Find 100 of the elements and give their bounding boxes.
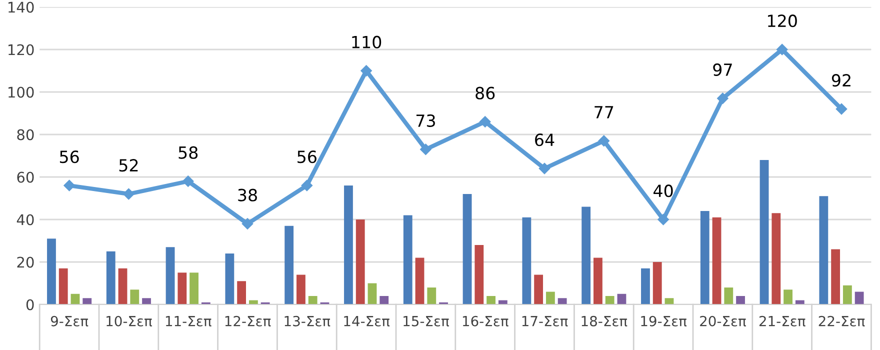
y-tick-label: 20: [17, 256, 34, 268]
point: [658, 214, 669, 226]
x-tick-label: 9-Σεπ: [50, 316, 88, 326]
data-label: 110: [352, 36, 382, 48]
data-label: 77: [594, 106, 614, 118]
x-tick-label: 10-Σεπ: [106, 316, 152, 326]
data-label: 73: [416, 114, 435, 128]
data-label: 40: [654, 184, 673, 198]
point: [836, 103, 848, 115]
x-tick-label: 13-Σεπ: [284, 316, 330, 326]
bar: [641, 268, 650, 304]
bar: [582, 206, 591, 304]
bar: [248, 300, 258, 304]
bar: [617, 294, 626, 304]
bar: [522, 217, 532, 304]
point: [242, 218, 254, 230]
data-label: 92: [832, 74, 850, 87]
y-tick-label: 100: [8, 86, 34, 98]
bar: [712, 217, 722, 304]
bar: [225, 254, 234, 304]
bar: [534, 274, 544, 304]
bar: [605, 296, 614, 304]
bar: [558, 298, 567, 304]
bar: [380, 296, 389, 304]
point: [538, 162, 550, 174]
bar: [819, 196, 828, 304]
x-tick-label: 14-Σεπ: [344, 316, 390, 326]
x-tick-label: 19-Σεπ: [641, 316, 687, 326]
bar: [427, 288, 436, 304]
data-label: 97: [713, 63, 732, 76]
data-label: 64: [535, 134, 554, 146]
bar: [82, 298, 92, 304]
bar: [403, 215, 412, 304]
point: [776, 44, 788, 56]
bar: [795, 300, 804, 304]
x-tick-label: 18-Σεπ: [582, 316, 628, 326]
bar: [296, 274, 306, 304]
data-label: 58: [178, 146, 198, 159]
y-tick-label: 40: [16, 214, 34, 226]
y-tick-label: 0: [26, 299, 34, 310]
bar: [356, 220, 365, 304]
bar: [415, 258, 424, 304]
data-label: 38: [238, 188, 257, 202]
point: [182, 176, 194, 187]
point: [123, 188, 134, 200]
bar: [784, 290, 792, 304]
x-tick-label: 15-Σεπ: [404, 316, 449, 326]
bar: [344, 186, 353, 304]
data-label: 56: [298, 150, 316, 164]
y-tick-label: 120: [8, 44, 34, 56]
bar: [724, 288, 734, 304]
bar: [736, 296, 745, 304]
bar: [854, 292, 864, 304]
bar: [58, 268, 68, 304]
x-tick-label: 17-Σεπ: [522, 316, 568, 326]
bar: [831, 249, 840, 304]
bar: [772, 213, 781, 304]
bar: [142, 298, 151, 304]
point: [598, 135, 610, 146]
x-tick-label: 21-Σεπ: [759, 316, 806, 326]
bar: [760, 160, 769, 304]
bar: [700, 211, 710, 304]
x-tick-label: 20-Σεπ: [700, 316, 746, 326]
bar: [178, 272, 187, 304]
bar: [462, 194, 472, 304]
point: [301, 180, 313, 192]
bar: [130, 290, 140, 304]
point: [420, 144, 432, 155]
bar: [237, 281, 246, 304]
bar: [166, 247, 175, 304]
bar: [474, 245, 484, 304]
data-label: 86: [476, 86, 495, 100]
bar: [284, 226, 294, 304]
x-tick-label: 11-Σεπ: [166, 316, 212, 326]
bar: [308, 296, 318, 304]
data-label: 56: [60, 150, 79, 164]
point: [717, 92, 728, 104]
bar: [118, 268, 128, 304]
bar: [652, 262, 662, 304]
bar: [47, 238, 56, 304]
bar: [546, 292, 555, 304]
bar: [842, 285, 852, 304]
x-tick-label: 22-Σεπ: [818, 316, 865, 326]
y-tick-label: 60: [17, 172, 34, 183]
data-label: 52: [119, 159, 138, 172]
bar: [498, 300, 508, 304]
y-tick-label: 80: [17, 129, 34, 140]
bar: [70, 294, 80, 304]
x-tick-label: 16-Σεπ: [462, 316, 508, 326]
y-tick-label: 140: [8, 2, 34, 13]
bar: [368, 283, 377, 304]
point: [479, 116, 491, 128]
bar: [486, 296, 496, 304]
point: [64, 180, 75, 192]
data-label: 120: [768, 14, 797, 28]
bar: [664, 298, 674, 304]
bar: [594, 258, 602, 304]
bar: [106, 251, 116, 304]
point: [360, 65, 372, 76]
bar: [190, 272, 198, 304]
